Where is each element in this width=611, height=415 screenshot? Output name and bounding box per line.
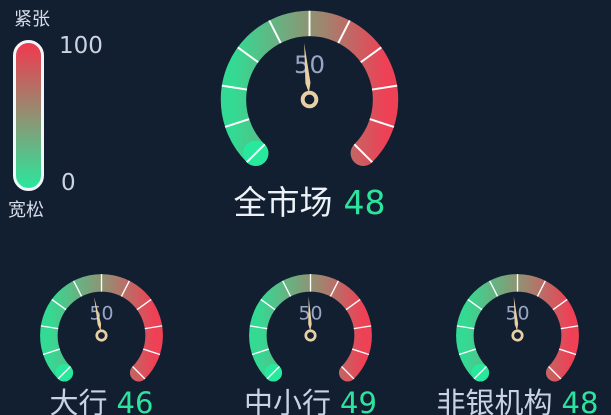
gauge-small-medium-banks: 50 中小行 49 xyxy=(243,268,378,415)
gauge-chart: 50 xyxy=(40,274,163,382)
gauge-title-label: 大行 xyxy=(49,386,108,415)
needle-blade xyxy=(94,297,102,331)
gauge-ticks xyxy=(221,10,398,163)
gauge-large-banks: 50 大行 46 xyxy=(34,268,169,415)
gauge-needle xyxy=(94,297,108,342)
gauge-needle xyxy=(300,43,319,109)
needle-pivot-ring xyxy=(95,329,108,342)
gauge-non-bank-institutions: 50 非银机构 48 xyxy=(437,268,598,415)
axis-label-50: 50 xyxy=(294,50,325,79)
gauge-arc xyxy=(40,274,163,382)
needle-blade xyxy=(513,296,519,331)
gauge-title-label: 非银机构 xyxy=(436,386,553,415)
gauge-ticks xyxy=(40,274,163,380)
gauge-chart: 50 xyxy=(249,274,372,382)
needle-blade xyxy=(304,43,311,93)
legend-label-tight: 紧张 xyxy=(14,9,50,30)
gauge-title-label: 全市场 xyxy=(233,183,333,222)
legend-max-value: 100 xyxy=(59,33,103,59)
gauge-all-market: 50 全市场 48 xyxy=(212,2,407,222)
gauge-title: 全市场 48 xyxy=(234,176,386,224)
legend-label-loose: 宽松 xyxy=(8,200,44,221)
gauge-ticks xyxy=(249,274,372,380)
axis-label-50: 50 xyxy=(89,302,113,324)
gauge-title: 大行 46 xyxy=(50,380,154,415)
gauge-title-label: 中小行 xyxy=(244,386,332,415)
gauge-title: 中小行 49 xyxy=(244,380,377,415)
needle-blade xyxy=(308,296,312,331)
gauge-needle xyxy=(304,296,317,342)
gauge-title: 非银机构 48 xyxy=(437,380,599,415)
gauge-title-value: 46 xyxy=(116,386,154,415)
needle-pivot-ring xyxy=(511,329,524,342)
legend-gradient-bar xyxy=(13,40,44,191)
needle-pivot-ring xyxy=(300,90,319,109)
gauge-title-value: 49 xyxy=(340,386,377,415)
gauge-needle xyxy=(511,296,524,342)
gauge-chart: 50 xyxy=(220,10,399,166)
gauge-title-value: 48 xyxy=(343,183,386,222)
axis-label-50: 50 xyxy=(505,302,529,324)
needle-pivot-ring xyxy=(304,329,317,342)
gauge-title-value: 48 xyxy=(561,386,599,415)
gauge-chart: 50 xyxy=(456,274,579,382)
gauge-ticks xyxy=(456,274,579,380)
legend-min-value: 0 xyxy=(61,170,76,196)
